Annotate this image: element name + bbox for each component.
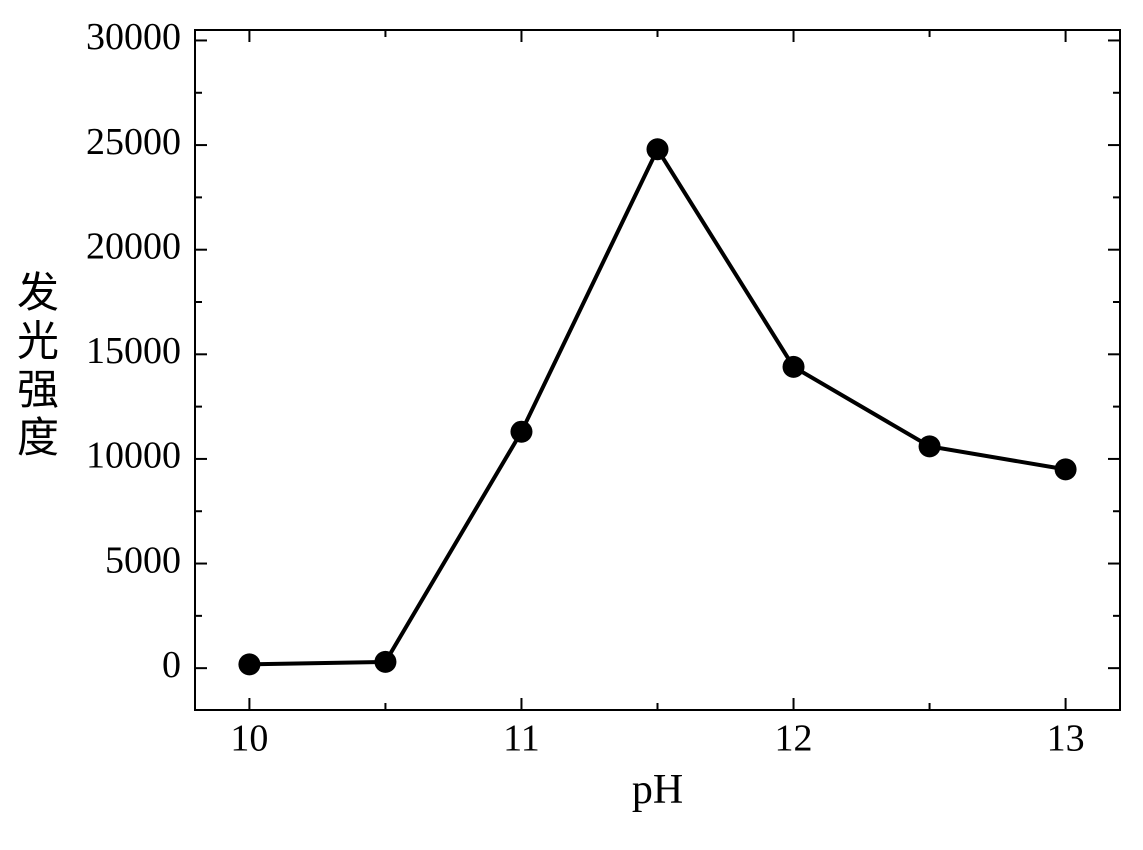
series-marker-intensity: [919, 435, 941, 457]
y-tick-label: 10000: [86, 435, 181, 477]
y-axis-label-char: 光: [17, 319, 59, 365]
y-tick-label: 30000: [86, 16, 181, 58]
x-axis-label: pH: [632, 767, 683, 813]
x-tick-label: 12: [775, 717, 813, 759]
y-tick-label: 0: [162, 644, 181, 686]
y-axis-label-char: 发: [17, 271, 59, 317]
series-marker-intensity: [374, 651, 396, 673]
x-tick-label: 13: [1047, 717, 1085, 759]
y-tick-label: 20000: [86, 225, 181, 267]
y-tick-label: 25000: [86, 121, 181, 163]
y-tick-label: 5000: [105, 539, 181, 581]
chart-container: 10 11 12 13 0 5000 10000 15000 20000 25000 30000 pH…: [0, 0, 1143, 850]
line-chart: 10 11 12 13 0 5000 10000 15000 20000 25000 30000 pH…: [0, 0, 1143, 850]
series-marker-intensity: [510, 421, 532, 443]
series-marker-intensity: [783, 356, 805, 378]
x-tick-label: 11: [503, 717, 540, 759]
series-marker-intensity: [238, 653, 260, 675]
series-marker-intensity: [647, 138, 669, 160]
y-tick-label: 15000: [86, 330, 181, 372]
y-axis-label-char: 强: [17, 368, 59, 414]
y-axis-label-char: 度: [17, 416, 59, 462]
series-marker-intensity: [1055, 458, 1077, 480]
x-tick-label: 10: [230, 717, 268, 759]
